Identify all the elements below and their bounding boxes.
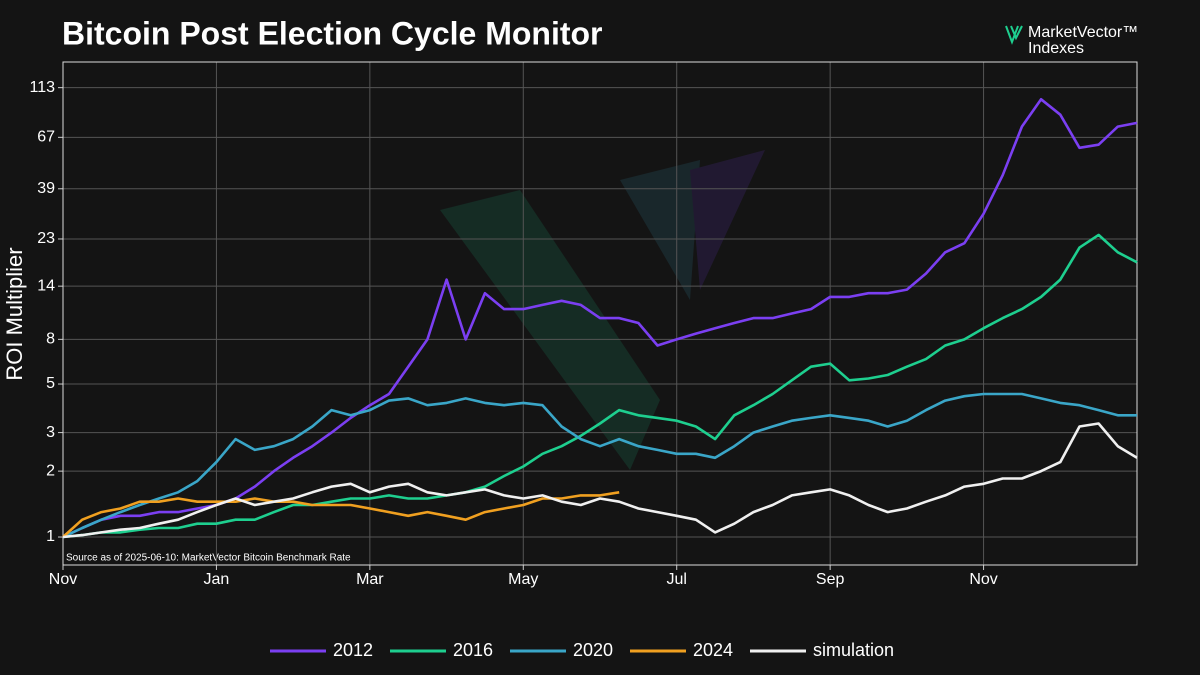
x-tick-label: Jan: [204, 571, 230, 588]
y-tick-label: 5: [46, 375, 55, 392]
line-series: [62, 422, 1138, 539]
line-series: [62, 233, 1138, 539]
legend-item: 2016: [390, 640, 493, 660]
legend-label: 2012: [333, 640, 373, 660]
x-tick-label: Mar: [356, 571, 384, 588]
x-tick-label: Nov: [969, 571, 997, 588]
legend-item: 2020: [510, 640, 613, 660]
y-tick-label: 113: [29, 79, 55, 96]
watermark: [440, 150, 765, 470]
plot-frame: [62, 61, 1138, 566]
line-series: [62, 98, 1138, 539]
chart-title: Bitcoin Post Election Cycle Monitor: [62, 15, 603, 51]
y-axis-label: ROI Multiplier: [2, 247, 27, 380]
y-tick-label: 3: [46, 424, 55, 441]
legend-item: 2012: [270, 640, 373, 660]
source-note: Source as of 2025-06-10: MarketVector Bi…: [66, 553, 351, 564]
y-tick-label: 14: [37, 277, 55, 294]
legend-label: 2016: [453, 640, 493, 660]
y-tick-label: 39: [37, 180, 55, 197]
x-tick-label: Nov: [49, 571, 77, 588]
y-tick-label: 67: [37, 129, 55, 146]
legend-label: simulation: [813, 640, 894, 660]
y-tick-label: 2: [46, 462, 55, 479]
x-tick-label: Sep: [816, 571, 845, 588]
legend-item: 2024: [630, 640, 733, 660]
legend-item: simulation: [750, 640, 894, 660]
line-series: [62, 392, 1137, 539]
x-tick-label: May: [508, 571, 538, 588]
y-tick-label: 8: [46, 331, 55, 348]
logo: MarketVector™ Indexes: [1005, 24, 1138, 57]
line-series: [62, 491, 620, 538]
logo-text: Indexes: [1028, 40, 1084, 57]
logo-text: MarketVector™: [1028, 24, 1138, 41]
y-tick-label: 1: [46, 528, 55, 545]
legend-label: 2024: [693, 640, 733, 660]
legend-label: 2020: [573, 640, 613, 660]
y-tick-label: 23: [37, 230, 55, 247]
x-tick-label: Jul: [666, 571, 686, 588]
